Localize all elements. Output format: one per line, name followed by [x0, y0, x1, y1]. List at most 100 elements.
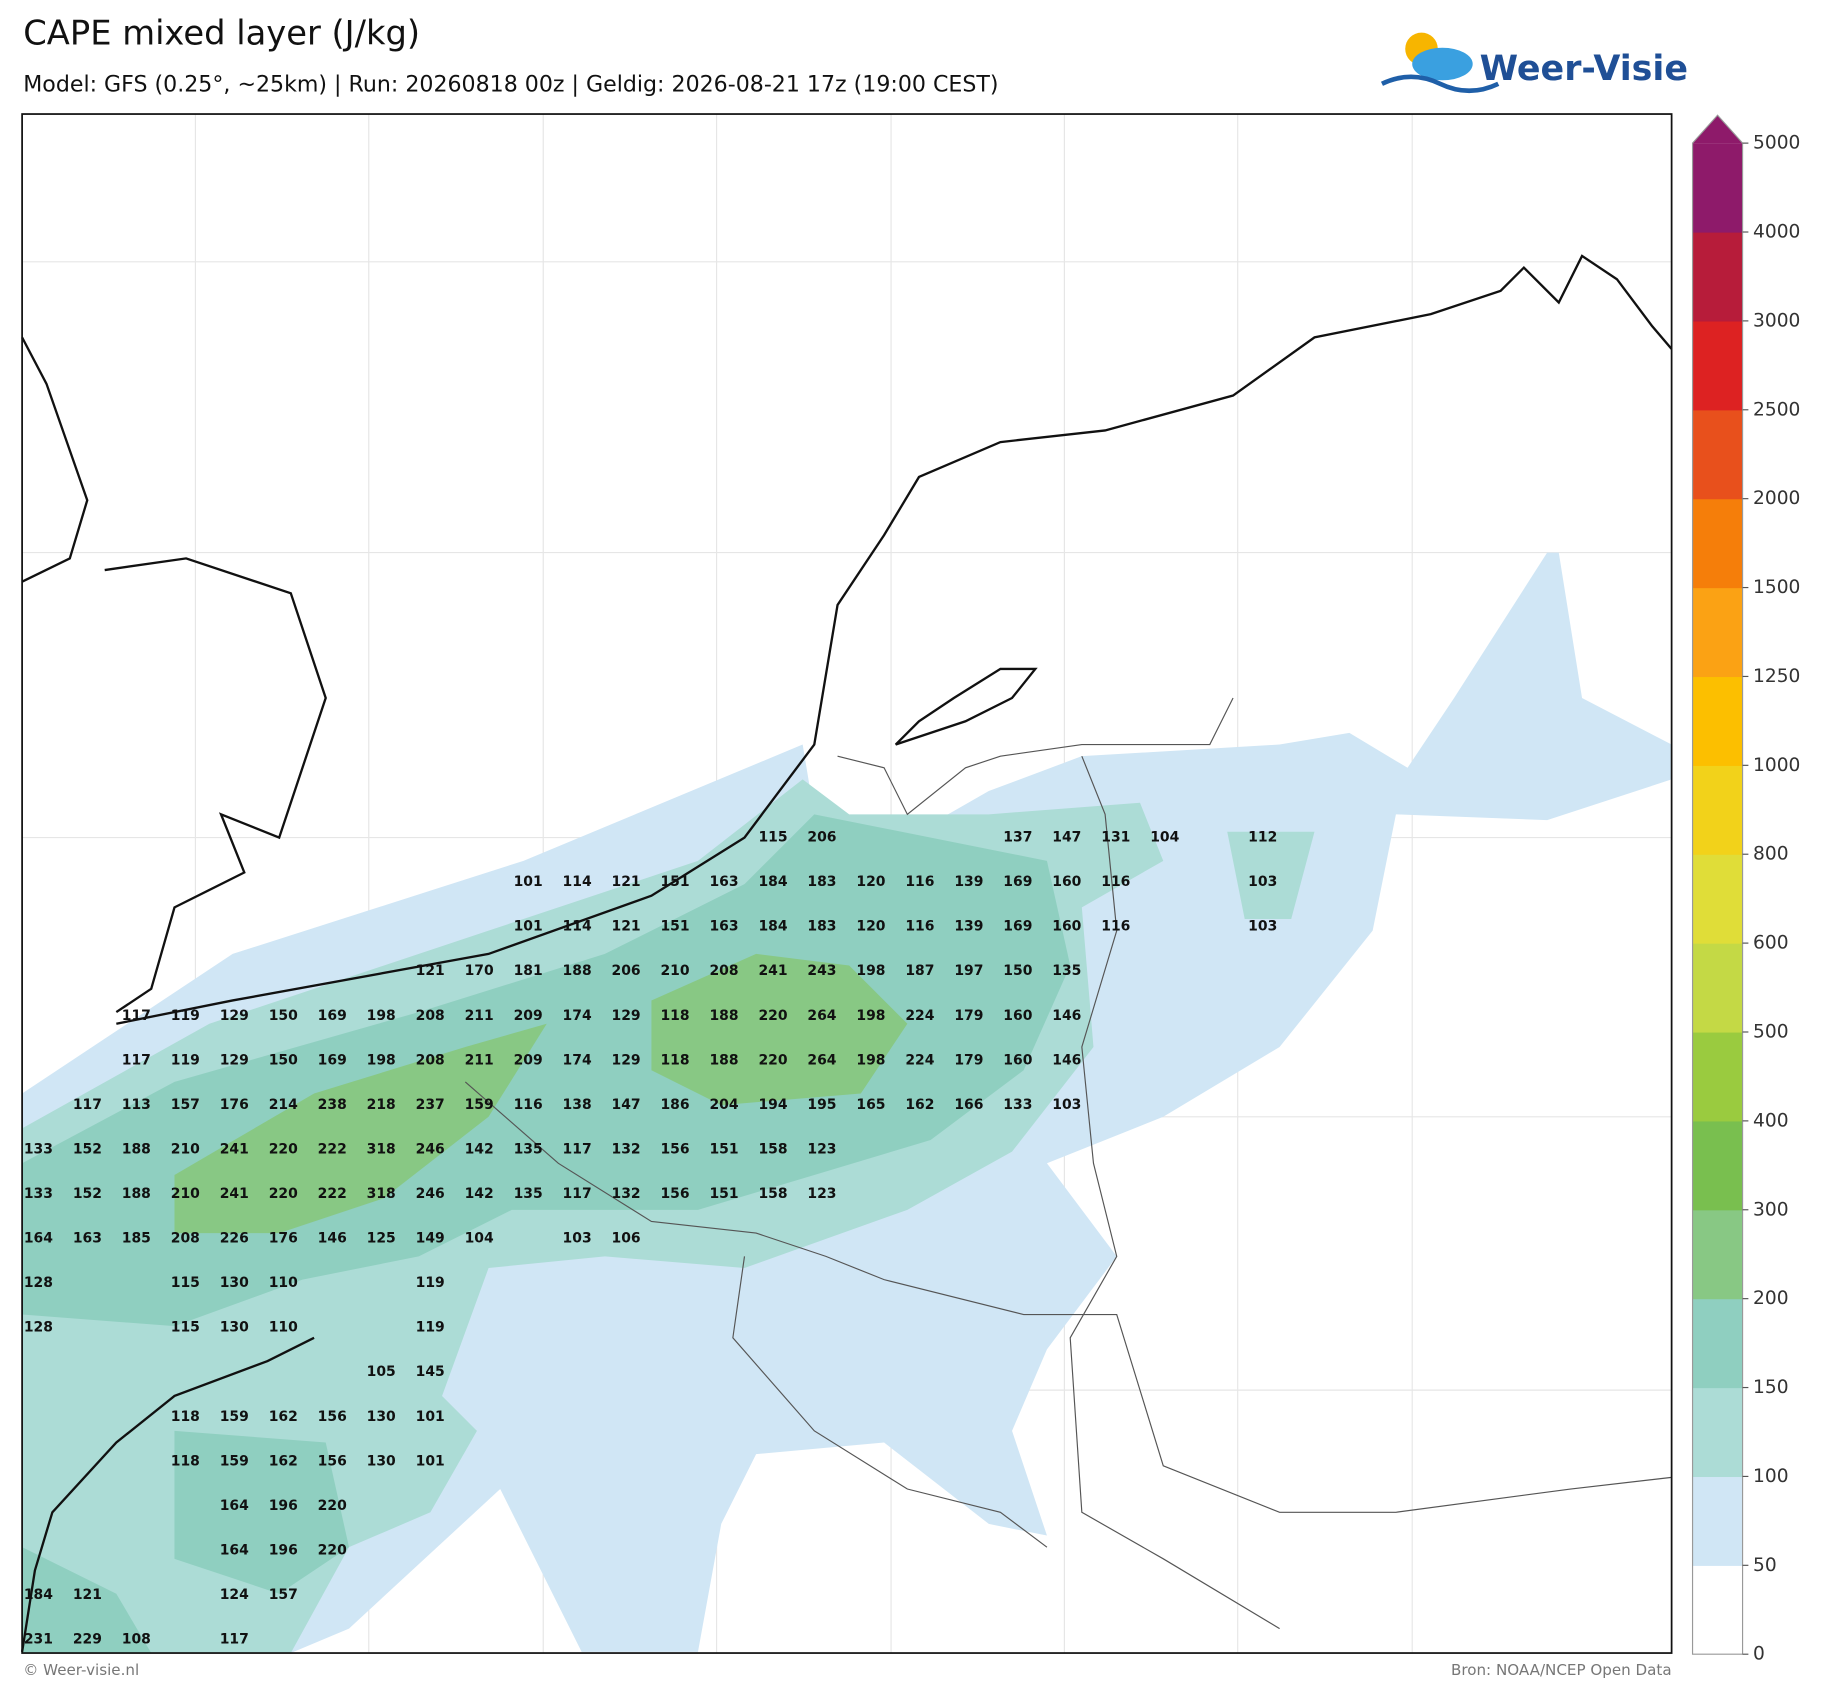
value-label: 129: [612, 1008, 641, 1024]
value-label: 208: [709, 963, 738, 979]
value-label: 150: [269, 1008, 298, 1024]
value-label: 159: [220, 1409, 249, 1425]
colorbar-band: [1692, 1387, 1743, 1478]
colorbar-band: [1692, 587, 1743, 678]
value-label: 121: [73, 1587, 102, 1603]
colorbar-outline: [1691, 114, 1744, 1655]
value-label: 101: [514, 874, 543, 890]
value-label: 129: [612, 1052, 641, 1068]
logo-cloud: [1412, 47, 1473, 81]
value-label: 188: [709, 1052, 738, 1068]
colorbar-tick-label: 5000: [1753, 133, 1800, 154]
value-label: 135: [1052, 963, 1081, 979]
value-label: 179: [954, 1052, 983, 1068]
value-label: 152: [73, 1186, 102, 1202]
value-label: 210: [171, 1141, 200, 1157]
value-label: 187: [905, 963, 934, 979]
colorbar-band: [1692, 676, 1743, 766]
value-label: 121: [612, 874, 641, 890]
colorbar-tick-label: 100: [1753, 1466, 1789, 1487]
value-label: 133: [24, 1141, 53, 1157]
value-label: 164: [24, 1231, 53, 1247]
colorbar-band: [1692, 320, 1743, 411]
border: [732, 1256, 1048, 1548]
value-label: 117: [563, 1186, 592, 1202]
value-label: 164: [220, 1542, 249, 1558]
value-label: 119: [416, 1320, 445, 1336]
colorbar-tick-label: 2000: [1753, 488, 1800, 509]
colorbar-band: [1692, 1298, 1743, 1389]
value-label: 119: [416, 1275, 445, 1291]
value-label: 114: [563, 919, 592, 935]
value-label: 115: [171, 1320, 200, 1336]
value-label: 117: [563, 1141, 592, 1157]
border: [837, 697, 1234, 816]
colorbar-band: [1692, 1565, 1743, 1655]
value-label: 204: [709, 1097, 738, 1113]
value-label: 165: [856, 1097, 885, 1113]
value-label: 147: [1052, 830, 1081, 846]
coast-france: [20, 1336, 315, 1653]
value-label: 133: [24, 1186, 53, 1202]
coastlines: [20, 254, 1673, 1653]
value-label: 112: [1248, 830, 1277, 846]
value-label: 138: [563, 1097, 592, 1113]
value-label: 163: [709, 874, 738, 890]
value-label: 117: [73, 1097, 102, 1113]
value-label: 185: [122, 1231, 151, 1247]
value-label: 156: [660, 1186, 689, 1202]
value-label: 160: [1052, 919, 1081, 935]
value-label: 121: [416, 963, 445, 979]
value-label: 220: [269, 1186, 298, 1202]
value-label: 142: [465, 1141, 494, 1157]
value-label: 135: [514, 1141, 543, 1157]
value-label: 118: [171, 1409, 200, 1425]
value-label: 194: [758, 1097, 787, 1113]
value-label: 184: [758, 919, 787, 935]
value-label: 222: [318, 1141, 347, 1157]
value-label: 117: [122, 1008, 151, 1024]
value-label: 218: [367, 1097, 396, 1113]
value-label: 181: [514, 963, 543, 979]
value-label: 128: [24, 1320, 53, 1336]
value-label: 130: [220, 1320, 249, 1336]
border: [1069, 755, 1280, 1630]
map-frame: [21, 113, 1673, 1654]
value-label: 169: [318, 1008, 347, 1024]
value-label: 121: [612, 919, 641, 935]
title: CAPE mixed layer (J/kg): [23, 13, 420, 52]
value-label: 103: [1248, 874, 1277, 890]
value-label: 176: [220, 1097, 249, 1113]
value-label: 160: [1003, 1008, 1032, 1024]
cape-area-200: [174, 953, 908, 1234]
value-label: 133: [1003, 1097, 1032, 1113]
value-label: 158: [758, 1141, 787, 1157]
colorbar-tick-label: 800: [1753, 844, 1789, 865]
value-label: 162: [905, 1097, 934, 1113]
value-label: 198: [856, 1052, 885, 1068]
colorbar-extend: [1692, 115, 1743, 144]
value-label: 166: [954, 1097, 983, 1113]
value-label: 106: [612, 1231, 641, 1247]
value-label: 147: [612, 1097, 641, 1113]
value-label: 108: [122, 1632, 151, 1648]
subtitle: Model: GFS (0.25°, ~25km) | Run: 2026081…: [23, 71, 998, 97]
value-label: 158: [758, 1186, 787, 1202]
value-label: 129: [220, 1052, 249, 1068]
value-label: 162: [269, 1409, 298, 1425]
value-label: 139: [954, 919, 983, 935]
colorbar-tick-label: 150: [1753, 1377, 1789, 1398]
value-label: 214: [269, 1097, 298, 1113]
value-label: 198: [856, 963, 885, 979]
map: [20, 113, 1673, 1654]
value-label: 130: [367, 1409, 396, 1425]
value-label: 118: [660, 1008, 689, 1024]
coast-continent: [116, 254, 1673, 1025]
value-label: 208: [416, 1052, 445, 1068]
footer-left: © Weer-visie.nl: [23, 1661, 139, 1679]
ijsselmeer: [894, 667, 1038, 746]
value-label: 146: [318, 1231, 347, 1247]
colorbar-band: [1692, 765, 1743, 855]
value-label: 220: [758, 1052, 787, 1068]
